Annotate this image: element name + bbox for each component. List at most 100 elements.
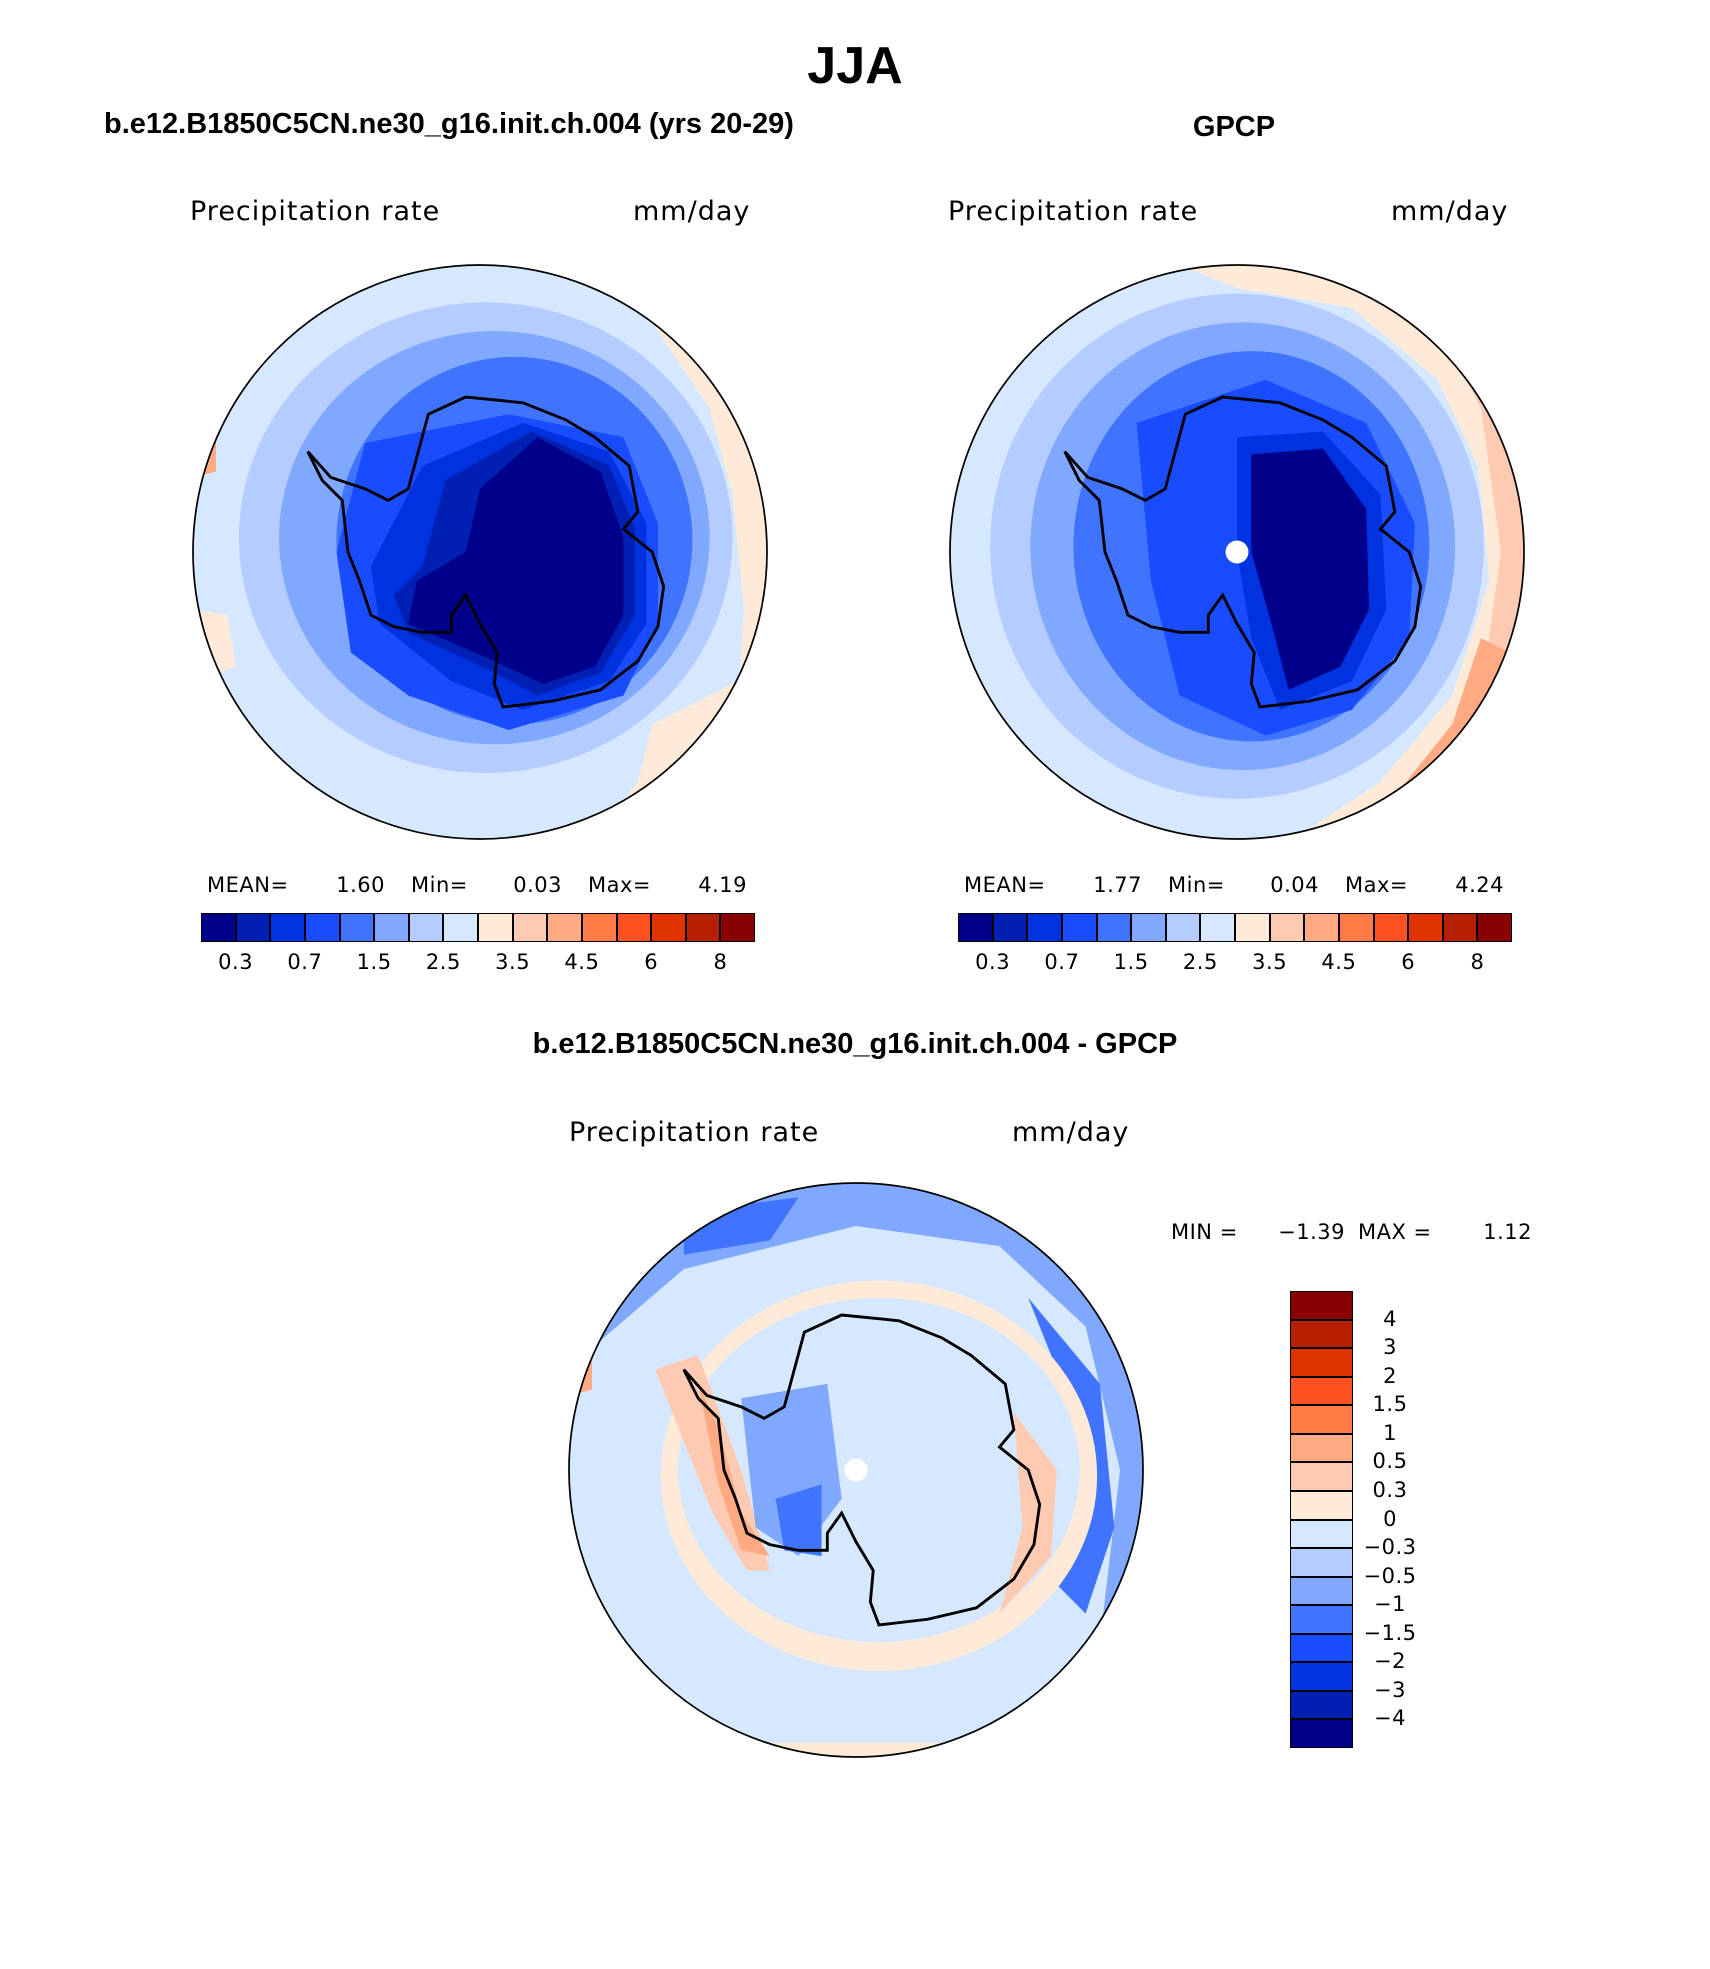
colorbar-box xyxy=(1290,1633,1353,1663)
colorbar-tick-label: 3.5 xyxy=(1252,950,1288,974)
colorbar-tick-label: 1.5 xyxy=(356,950,392,974)
colorbar-tick-label: 1.5 xyxy=(1372,1392,1408,1417)
colorbar-tick-label: 0.3 xyxy=(1372,1477,1408,1502)
colorbar-tick-label: 4 xyxy=(1383,1306,1397,1331)
colorbar-box xyxy=(720,913,755,942)
colorbar-box xyxy=(651,913,686,942)
panel-variable-label: Precipitation rate xyxy=(190,196,441,227)
max-value: 1.12 xyxy=(1483,1220,1532,1244)
colorbar-box xyxy=(1290,1576,1353,1606)
colorbar-box xyxy=(616,913,652,942)
panel-title-gpcp: GPCP xyxy=(1192,111,1276,143)
colorbar-tick-label: 0.7 xyxy=(287,950,323,974)
map-model xyxy=(192,264,768,840)
colorbar-box xyxy=(1027,913,1062,942)
colorbar-tick-label: 2.5 xyxy=(425,950,461,974)
colorbar-box xyxy=(1290,1519,1353,1549)
colorbar-tick-label: 0.3 xyxy=(975,950,1011,974)
map-gpcp xyxy=(949,264,1525,840)
colorbar-box xyxy=(478,913,513,942)
min-label: Min= xyxy=(1168,873,1225,897)
colorbar-box xyxy=(1290,1490,1353,1520)
max-value: 4.19 xyxy=(698,873,747,897)
colorbar-tick-label: −3 xyxy=(1374,1677,1406,1702)
colorbar-box xyxy=(1290,1405,1353,1434)
panel-variable-label: Precipitation rate xyxy=(948,196,1199,227)
colorbar-box xyxy=(958,913,993,942)
colorbar-tick-label: 8 xyxy=(1470,950,1485,974)
min-value: 0.03 xyxy=(513,873,562,897)
colorbar-box xyxy=(547,913,582,942)
panel-units-label: mm/day xyxy=(1012,1117,1130,1148)
colorbar-tick-label: 0 xyxy=(1383,1506,1397,1531)
colorbar-tick-label: 1 xyxy=(1383,1420,1397,1445)
colorbar-box xyxy=(201,913,236,942)
colorbar-tick-label: 3 xyxy=(1383,1335,1397,1360)
colorbar-box xyxy=(1290,1690,1353,1720)
colorbar-box xyxy=(339,913,375,942)
colorbar-box xyxy=(1290,1719,1353,1748)
panel-units-label: mm/day xyxy=(1391,196,1509,227)
colorbar-tick-label: −1.5 xyxy=(1363,1620,1417,1645)
min-value: 0.04 xyxy=(1270,873,1319,897)
panel-variable-label: Precipitation rate xyxy=(569,1117,820,1148)
colorbar-tick-label: 3.5 xyxy=(495,950,531,974)
pole-marker-icon xyxy=(844,1458,868,1482)
colorbar-box xyxy=(235,913,271,942)
colorbar-box xyxy=(1408,913,1443,942)
colorbar-box xyxy=(1290,1433,1353,1463)
colorbar-box xyxy=(1373,913,1409,942)
colorbar-box xyxy=(1200,913,1235,942)
colorbar-box xyxy=(1304,913,1339,942)
colorbar-box xyxy=(1290,1662,1353,1691)
colorbar-tick-label: −0.5 xyxy=(1363,1563,1417,1588)
mean-value: 1.60 xyxy=(336,873,385,897)
colorbar-tick-label: 0.7 xyxy=(1044,950,1080,974)
colorbar-tick-label: 2.5 xyxy=(1182,950,1218,974)
min-value: −1.39 xyxy=(1278,1220,1345,1244)
colorbar-box xyxy=(1290,1548,1353,1577)
colorbar-box xyxy=(1290,1319,1353,1349)
colorbar-box xyxy=(1096,913,1132,942)
colorbar-box xyxy=(1235,913,1270,942)
colorbar-box xyxy=(1290,1348,1353,1377)
colorbar-box xyxy=(1061,913,1097,942)
colorbar-box xyxy=(1290,1291,1353,1320)
colorbar-tick-label: 6 xyxy=(1401,950,1416,974)
colorbar-box xyxy=(1269,913,1305,942)
map-diff xyxy=(568,1182,1144,1758)
max-label: MAX = xyxy=(1358,1220,1432,1244)
colorbar-box xyxy=(1477,913,1512,942)
mean-value: 1.77 xyxy=(1093,873,1142,897)
colorbar-tick-label: 1.5 xyxy=(1113,950,1149,974)
colorbar-tick-label: −4 xyxy=(1374,1706,1406,1731)
colorbar-box xyxy=(1290,1462,1353,1491)
max-value: 4.24 xyxy=(1455,873,1504,897)
panel-title-model: b.e12.B1850C5CN.ne30_g16.init.ch.004 (yr… xyxy=(104,108,794,140)
colorbar-box xyxy=(270,913,305,942)
colorbar-box xyxy=(512,913,548,942)
colorbar-box xyxy=(304,913,340,942)
panel-units-label: mm/day xyxy=(633,196,751,227)
max-label: Max= xyxy=(588,873,652,897)
colorbar-box xyxy=(1165,913,1201,942)
colorbar-box xyxy=(992,913,1028,942)
colorbar-box xyxy=(1290,1605,1353,1634)
colorbar-box xyxy=(443,913,478,942)
colorbar-box xyxy=(1131,913,1166,942)
colorbar-tick-label: 0.5 xyxy=(1372,1449,1408,1474)
colorbar-tick-label: −1 xyxy=(1374,1592,1406,1617)
colorbar-tick-label: 4.5 xyxy=(1321,950,1357,974)
colorbar-tick-label: 6 xyxy=(644,950,659,974)
colorbar-box xyxy=(1442,913,1478,942)
colorbar-box xyxy=(685,913,721,942)
colorbar-box xyxy=(408,913,444,942)
colorbar-box xyxy=(374,913,409,942)
colorbar-tick-label: −2 xyxy=(1374,1649,1406,1674)
colorbar-box xyxy=(1338,913,1374,942)
colorbar-box xyxy=(581,913,617,942)
min-label: Min= xyxy=(411,873,468,897)
figure-title: JJA xyxy=(807,37,903,95)
panel-title-diff: b.e12.B1850C5CN.ne30_g16.init.ch.004 - G… xyxy=(532,1028,1178,1060)
